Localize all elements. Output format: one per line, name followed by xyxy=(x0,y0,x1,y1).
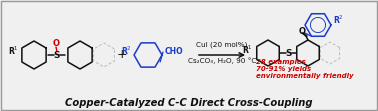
Text: R$^1$: R$^1$ xyxy=(8,45,19,57)
Text: O: O xyxy=(299,27,305,36)
Text: S: S xyxy=(54,51,60,59)
Text: environmentally friendly: environmentally friendly xyxy=(256,73,354,79)
Text: R$^1$: R$^1$ xyxy=(242,44,253,56)
Text: R$^2$: R$^2$ xyxy=(333,14,344,26)
Text: O: O xyxy=(53,40,59,49)
Text: S: S xyxy=(286,49,292,57)
Text: +: + xyxy=(117,49,127,61)
Text: CuI (20 mol%): CuI (20 mol%) xyxy=(196,42,248,48)
Text: Copper-Catalyzed C-C Direct Cross-Coupling: Copper-Catalyzed C-C Direct Cross-Coupli… xyxy=(65,98,313,108)
Text: CHO: CHO xyxy=(165,47,184,56)
Text: 28 examples: 28 examples xyxy=(256,59,306,65)
Text: 70-91% yields: 70-91% yields xyxy=(256,66,311,72)
Text: Cs₂CO₃, H₂O, 90 °C: Cs₂CO₃, H₂O, 90 °C xyxy=(188,57,256,64)
Text: R$^2$: R$^2$ xyxy=(121,45,132,57)
